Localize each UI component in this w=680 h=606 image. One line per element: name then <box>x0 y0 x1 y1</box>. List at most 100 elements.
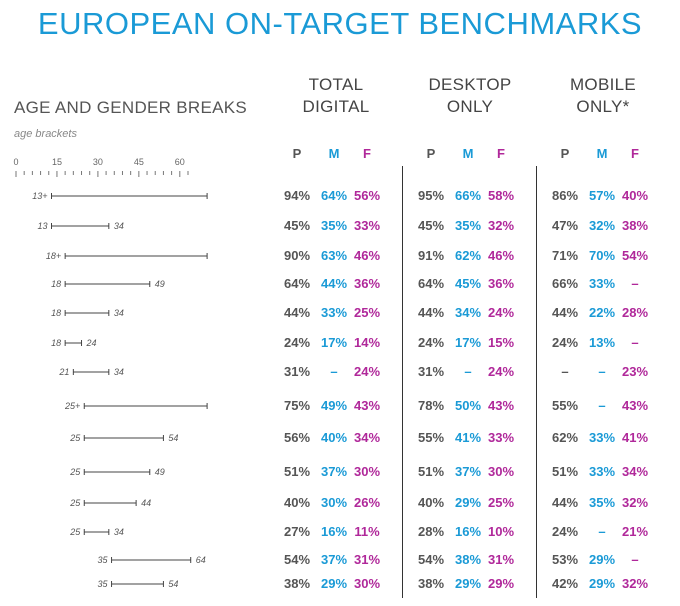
cell-total-f: 56% <box>353 188 381 203</box>
cell-desktop-p: 55% <box>417 430 445 445</box>
cell-desktop-m: 16% <box>454 524 482 539</box>
cell-mobile-f: 43% <box>621 398 649 413</box>
column-header-f: F <box>497 146 505 161</box>
group-header-line1: MOBILE <box>569 75 637 94</box>
cell-desktop-p: 64% <box>417 276 445 291</box>
age-bracket-min-label: 35 <box>98 579 109 589</box>
column-header-p: P <box>426 146 436 161</box>
age-bracket-min-label: 25 <box>69 433 81 443</box>
cell-mobile-f: – <box>631 552 639 567</box>
column-header-f: F <box>631 146 639 161</box>
cell-desktop-p: 78% <box>417 398 445 413</box>
cell-total-p: 51% <box>283 464 311 479</box>
group-header-desktop-only: DESKTOP ONLY <box>410 74 530 118</box>
column-header-p: P <box>560 146 570 161</box>
age-axis-tick-label: 30 <box>93 157 103 167</box>
cell-total-p: 24% <box>283 335 311 350</box>
age-brackets-label: age brackets <box>14 128 77 140</box>
cell-total-f: 14% <box>353 335 381 350</box>
group-header-line1: DESKTOP <box>428 75 512 94</box>
cell-total-f: 26% <box>353 495 381 510</box>
cell-desktop-p: 31% <box>417 364 445 379</box>
age-bracket-max-label: 54 <box>168 433 178 443</box>
age-bracket-max-label: 24 <box>86 338 97 348</box>
age-bracket-min-label: 18 <box>51 338 61 348</box>
cell-total-m: 37% <box>320 464 348 479</box>
age-bracket-max-label: 34 <box>114 367 124 377</box>
cell-desktop-f: 32% <box>487 218 515 233</box>
cell-total-m: 40% <box>320 430 348 445</box>
cell-total-p: 27% <box>283 524 311 539</box>
cell-total-f: 43% <box>353 398 381 413</box>
cell-desktop-m: 17% <box>454 335 482 350</box>
cell-total-f: 33% <box>353 218 381 233</box>
cell-total-p: 54% <box>283 552 311 567</box>
cell-total-m: 37% <box>320 552 348 567</box>
age-bracket-chart: 0 15 30 45 60 13+ 13 34 18+ 18 49 18 34 18 24 21 34 25+ 25… <box>13 157 208 589</box>
column-header-m: M <box>596 146 608 161</box>
cell-desktop-p: 95% <box>417 188 445 203</box>
cell-total-p: 40% <box>283 495 311 510</box>
cell-total-m: 30% <box>320 495 348 510</box>
cell-desktop-p: 38% <box>417 576 445 591</box>
cell-total-f: 25% <box>353 305 381 320</box>
column-header-m: M <box>328 146 340 161</box>
group-header-line2: ONLY <box>446 97 494 116</box>
cell-total-m: 49% <box>320 398 348 413</box>
cell-desktop-f: 29% <box>487 576 515 591</box>
cell-desktop-p: 28% <box>417 524 445 539</box>
cell-mobile-m: 13% <box>588 335 616 350</box>
age-bracket-min-label: 18+ <box>46 251 61 261</box>
cell-desktop-m: 38% <box>454 552 482 567</box>
age-axis-tick-label: 15 <box>52 157 62 167</box>
cell-total-m: 64% <box>320 188 348 203</box>
cell-mobile-f: – <box>631 335 639 350</box>
cell-mobile-m: 57% <box>588 188 616 203</box>
cell-desktop-f: 58% <box>487 188 515 203</box>
cell-desktop-f: 10% <box>487 524 515 539</box>
cell-desktop-m: 62% <box>454 248 482 263</box>
cell-desktop-f: 24% <box>487 305 515 320</box>
age-axis-tick-label: 0 <box>13 157 18 167</box>
cell-mobile-m: – <box>598 524 606 539</box>
cell-mobile-f: 40% <box>621 188 649 203</box>
cell-mobile-p: 51% <box>551 464 579 479</box>
cell-desktop-p: 45% <box>417 218 445 233</box>
cell-total-f: 31% <box>353 552 381 567</box>
cell-desktop-f: 36% <box>487 276 515 291</box>
cell-desktop-m: 50% <box>454 398 482 413</box>
age-bracket-min-label: 21 <box>58 367 69 377</box>
cell-desktop-m: 29% <box>454 495 482 510</box>
cell-mobile-m: – <box>598 364 606 379</box>
page-title: EUROPEAN ON-TARGET BENCHMARKS <box>37 6 643 41</box>
cell-desktop-f: 33% <box>487 430 515 445</box>
age-axis-tick-label: 45 <box>134 157 144 167</box>
cell-mobile-p: 42% <box>551 576 579 591</box>
cell-desktop-m: 66% <box>454 188 482 203</box>
cell-mobile-m: 33% <box>588 276 616 291</box>
age-bracket-max-label: 64 <box>196 555 206 565</box>
cell-mobile-p: 24% <box>551 524 579 539</box>
age-axis-tick-label: 60 <box>175 157 185 167</box>
cell-desktop-m: 35% <box>454 218 482 233</box>
cell-total-f: 24% <box>353 364 381 379</box>
cell-desktop-m: 41% <box>454 430 482 445</box>
cell-total-p: 45% <box>283 218 311 233</box>
cell-total-p: 75% <box>283 398 311 413</box>
cell-total-m: 29% <box>320 576 348 591</box>
cell-desktop-m: 37% <box>454 464 482 479</box>
cell-mobile-f: 34% <box>621 464 649 479</box>
cell-desktop-p: 24% <box>417 335 445 350</box>
age-bracket-max-label: 34 <box>114 308 124 318</box>
group-header-line1: TOTAL <box>308 75 364 94</box>
cell-total-f: 30% <box>353 576 381 591</box>
cell-desktop-m: 34% <box>454 305 482 320</box>
column-divider <box>536 166 537 598</box>
group-header-mobile-only: MOBILE ONLY* <box>543 74 663 118</box>
age-bracket-min-label: 25 <box>69 527 81 537</box>
cell-desktop-p: 40% <box>417 495 445 510</box>
group-header-line2: ONLY* <box>576 97 630 116</box>
cell-desktop-f: 43% <box>487 398 515 413</box>
cell-total-f: 46% <box>353 248 381 263</box>
cell-mobile-m: 29% <box>588 552 616 567</box>
